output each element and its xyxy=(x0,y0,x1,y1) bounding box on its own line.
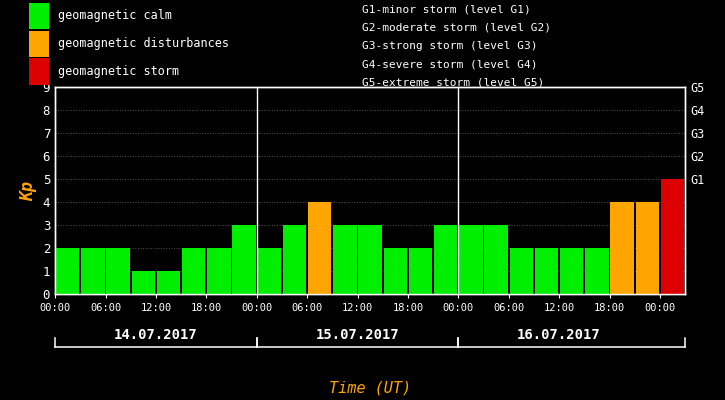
Bar xyxy=(409,248,432,294)
Bar xyxy=(29,30,49,57)
Text: Time (UT): Time (UT) xyxy=(329,381,411,396)
Bar xyxy=(334,225,357,294)
Bar xyxy=(560,248,584,294)
Bar xyxy=(207,248,231,294)
Bar xyxy=(434,225,457,294)
Text: G4-severe storm (level G4): G4-severe storm (level G4) xyxy=(362,59,538,69)
Bar xyxy=(29,58,49,84)
Bar xyxy=(233,225,256,294)
Bar xyxy=(283,225,306,294)
Bar xyxy=(535,248,558,294)
Bar xyxy=(585,248,609,294)
Bar xyxy=(56,248,80,294)
Text: geomagnetic disturbances: geomagnetic disturbances xyxy=(58,37,229,50)
Bar xyxy=(484,225,507,294)
Bar xyxy=(308,202,331,294)
Text: G2-moderate storm (level G2): G2-moderate storm (level G2) xyxy=(362,23,552,33)
Bar xyxy=(610,202,634,294)
Bar xyxy=(157,271,181,294)
Bar xyxy=(182,248,205,294)
Bar xyxy=(459,225,483,294)
Bar xyxy=(510,248,533,294)
Bar xyxy=(29,3,49,29)
Bar xyxy=(660,179,684,294)
Text: 14.07.2017: 14.07.2017 xyxy=(114,328,198,342)
Bar xyxy=(81,248,104,294)
Bar xyxy=(358,225,382,294)
Text: geomagnetic storm: geomagnetic storm xyxy=(58,65,179,78)
Text: 16.07.2017: 16.07.2017 xyxy=(517,328,601,342)
Bar xyxy=(636,202,659,294)
Text: G5-extreme storm (level G5): G5-extreme storm (level G5) xyxy=(362,78,544,88)
Bar xyxy=(384,248,407,294)
Text: geomagnetic calm: geomagnetic calm xyxy=(58,9,172,22)
Text: G3-strong storm (level G3): G3-strong storm (level G3) xyxy=(362,41,538,51)
Bar xyxy=(257,248,281,294)
Y-axis label: Kp: Kp xyxy=(19,181,37,201)
Bar xyxy=(107,248,130,294)
Text: G1-minor storm (level G1): G1-minor storm (level G1) xyxy=(362,4,531,14)
Bar xyxy=(131,271,155,294)
Text: 15.07.2017: 15.07.2017 xyxy=(315,328,399,342)
